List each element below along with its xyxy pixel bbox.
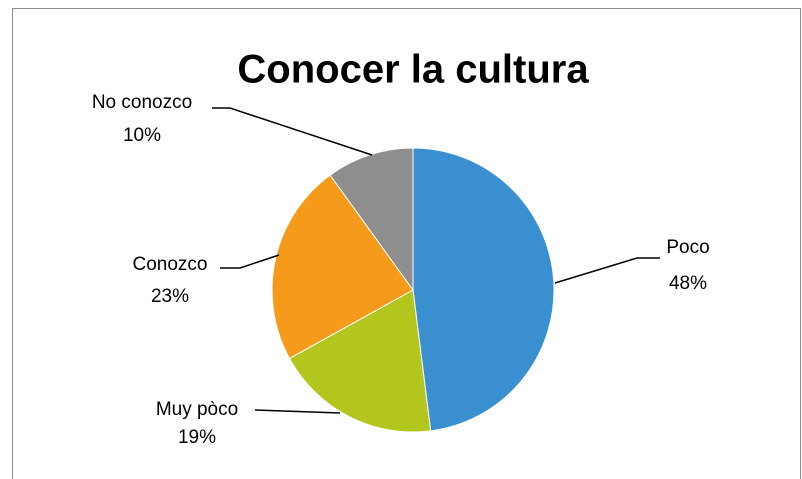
- chart-title: Conocer la cultura: [237, 48, 589, 92]
- leader-line: [554, 257, 660, 284]
- leader-line: [254, 409, 341, 414]
- data-label-name: Conozco: [133, 254, 208, 275]
- pie-slice: [271, 174, 414, 360]
- leader-line: [220, 254, 280, 269]
- leader-line: [212, 107, 373, 156]
- data-label-name: No conozco: [92, 92, 192, 113]
- data-label-value: 23%: [151, 286, 189, 307]
- data-label-value: 10%: [123, 125, 161, 146]
- pie-slice: [288, 289, 432, 433]
- pie-slice: [329, 147, 414, 292]
- data-label-value: 19%: [178, 427, 216, 448]
- data-label-name: Poco: [666, 237, 709, 258]
- data-label-name: Muy pòco: [156, 399, 238, 420]
- data-label-value: 48%: [669, 273, 707, 294]
- pie-slice: [412, 147, 555, 432]
